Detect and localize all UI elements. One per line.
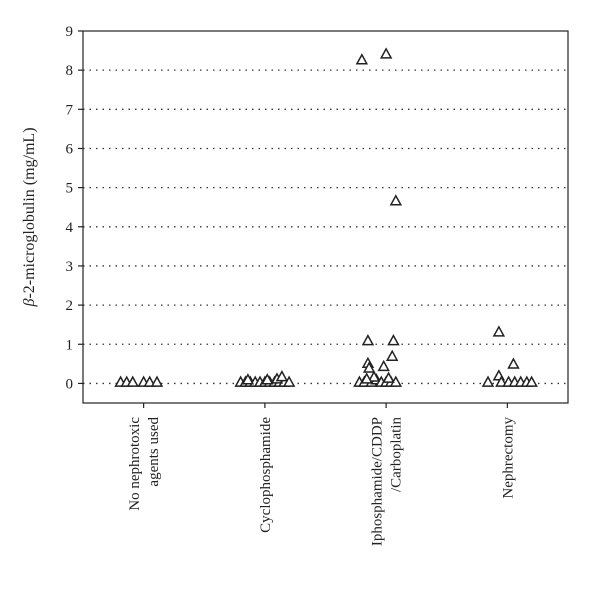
data-point-3-3 <box>481 375 495 387</box>
y-axis-title-rest: -2-microglobulin (mg/mL) <box>21 127 38 298</box>
category-labels: No nephrotoxic agents used Cyclophosphamid… <box>127 417 516 547</box>
y-axis-title: β-2-microglobulin (mg/mL) <box>21 127 38 307</box>
data-point-1-11 <box>241 373 255 385</box>
data-point-2-19 <box>360 372 373 384</box>
data-point-3-4 <box>495 375 508 387</box>
data-point-2-2 <box>389 194 403 206</box>
category-label-0: No nephrotoxic agents used <box>127 417 162 511</box>
data-point-2-5 <box>385 349 399 361</box>
data-point-3-0 <box>492 325 506 337</box>
data-point-2-8 <box>377 359 390 372</box>
category-label-2-line-0: Iphosphamide/CDDP <box>370 417 386 546</box>
data-point-0-2 <box>126 375 139 387</box>
y-axis-title-greek: β <box>21 299 38 308</box>
y-tick-label-5: 5 <box>66 181 74 197</box>
category-label-0-line-1: agents used <box>146 417 162 487</box>
data-point-2-1 <box>379 47 393 59</box>
data-point-2-17 <box>367 370 381 382</box>
category-label-2-line-1: /Carboplatin <box>389 417 405 492</box>
data-point-1-10 <box>282 375 296 387</box>
y-tick-label-4: 4 <box>66 220 74 236</box>
data-point-2-18 <box>382 371 395 383</box>
data-point-1-12 <box>261 373 274 385</box>
category-label-3-line-0: Nephrectomy <box>500 417 516 499</box>
y-tick-label-6: 6 <box>66 141 74 157</box>
y-tick-label-1: 1 <box>66 337 74 353</box>
category-label-0-line-0: No nephrotoxic <box>127 417 143 511</box>
category-label-3: Nephrectomy <box>500 417 516 499</box>
plot-frame <box>82 30 569 404</box>
y-axis-ticks: 0 1 2 3 4 5 6 7 8 9 <box>66 24 83 392</box>
data-point-1-14 <box>275 370 289 382</box>
data-point-2-0 <box>355 53 369 65</box>
data-point-3-1 <box>507 357 520 369</box>
y-tick-label-2: 2 <box>66 298 74 314</box>
data-point-2-4 <box>387 334 400 346</box>
category-label-2: Iphosphamide/CDDP/Carboplatin <box>370 417 405 547</box>
y-tick-label-3: 3 <box>66 259 74 275</box>
data-point-0-5 <box>150 375 164 387</box>
category-label-1: Cyclophosphamide <box>258 417 274 533</box>
y-tick-label-7: 7 <box>66 102 74 118</box>
y-tick-label-0: 0 <box>66 376 74 392</box>
data-point-2-7 <box>362 361 376 373</box>
data-point-0-4 <box>143 375 156 387</box>
category-label-1-line-0: Cyclophosphamide <box>258 417 274 533</box>
data-point-3-9 <box>525 375 538 387</box>
category-ticks <box>143 403 508 408</box>
y-tick-label-9: 9 <box>66 24 74 40</box>
data-point-2-3 <box>361 334 375 346</box>
data-points <box>114 47 538 387</box>
y-tick-label-8: 8 <box>66 63 74 79</box>
